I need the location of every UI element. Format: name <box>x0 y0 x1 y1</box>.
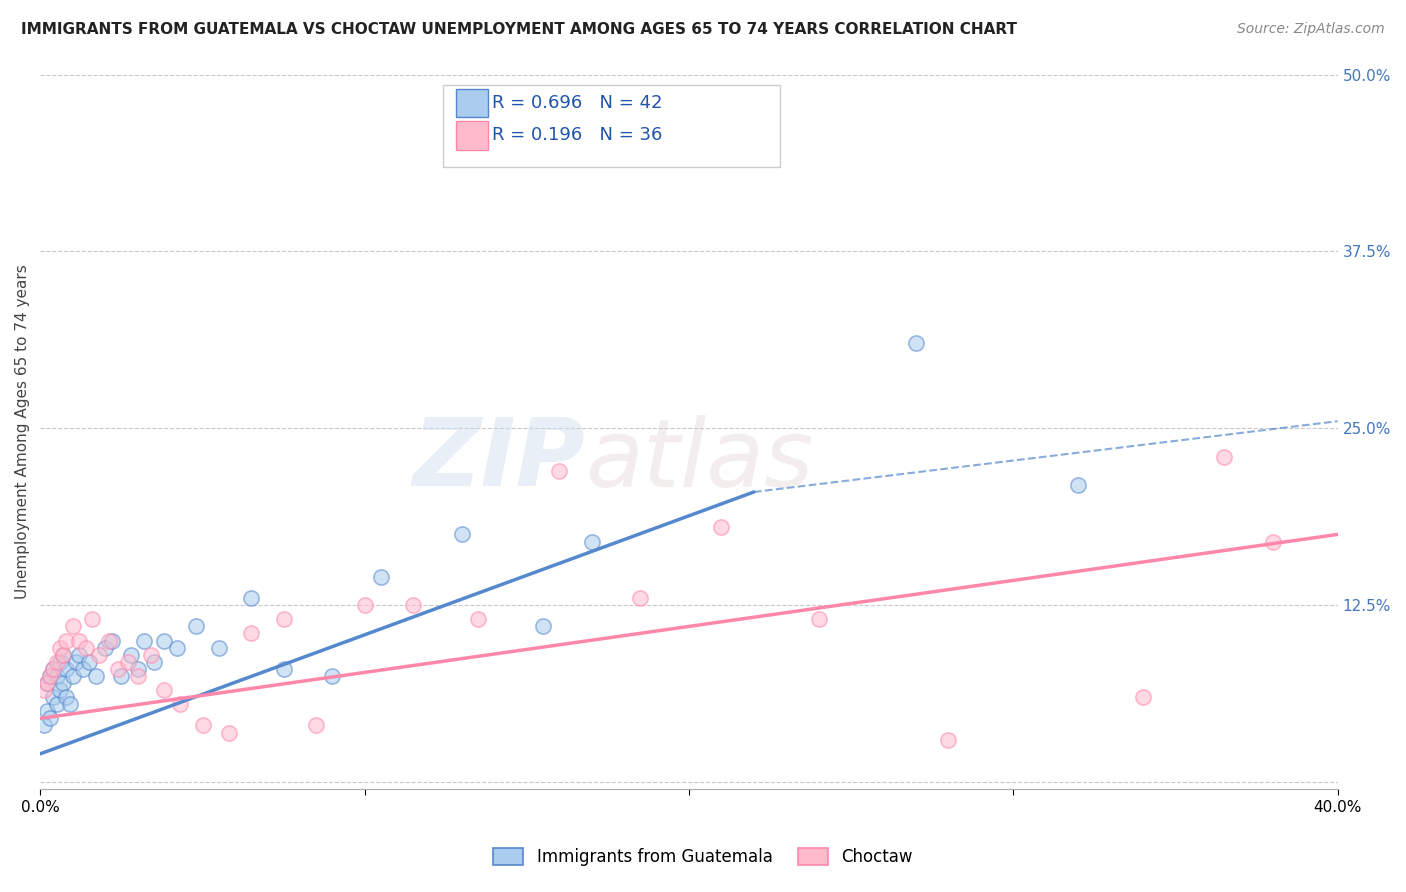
Legend: Immigrants from Guatemala, Choctaw: Immigrants from Guatemala, Choctaw <box>485 840 921 875</box>
Point <box>49 640 72 655</box>
Point <box>905 336 928 351</box>
Point <box>127 662 149 676</box>
Point <box>94 640 117 655</box>
Point <box>1213 450 1236 464</box>
Point <box>191 718 214 732</box>
Point <box>1067 478 1090 492</box>
Point <box>84 669 107 683</box>
Text: Source: ZipAtlas.com: Source: ZipAtlas.com <box>1237 22 1385 37</box>
Point <box>467 612 489 626</box>
Point <box>169 698 191 712</box>
Point <box>321 669 343 683</box>
Point <box>39 669 62 683</box>
Point <box>120 648 142 662</box>
Point <box>39 711 62 725</box>
Point <box>49 683 72 698</box>
Point <box>938 732 960 747</box>
Point <box>628 591 651 606</box>
Point <box>97 633 120 648</box>
Point <box>208 640 231 655</box>
Point <box>134 633 156 648</box>
Text: R = 0.696   N = 42: R = 0.696 N = 42 <box>492 94 662 112</box>
Point <box>402 598 425 612</box>
Point <box>52 676 75 690</box>
Text: IMMIGRANTS FROM GUATEMALA VS CHOCTAW UNEMPLOYMENT AMONG AGES 65 TO 74 YEARS CORR: IMMIGRANTS FROM GUATEMALA VS CHOCTAW UNE… <box>21 22 1017 37</box>
Point <box>52 648 75 662</box>
Point <box>117 655 139 669</box>
Point <box>32 718 55 732</box>
FancyBboxPatch shape <box>456 89 488 118</box>
Point <box>710 520 733 534</box>
Point <box>45 698 67 712</box>
Point <box>42 662 65 676</box>
Point <box>305 718 328 732</box>
Point <box>273 612 295 626</box>
Point <box>548 464 571 478</box>
Point <box>55 633 77 648</box>
Point <box>39 669 62 683</box>
FancyBboxPatch shape <box>456 121 488 150</box>
Point <box>42 690 65 705</box>
Point <box>240 591 263 606</box>
FancyBboxPatch shape <box>443 86 780 168</box>
Point <box>49 655 72 669</box>
Point <box>52 648 75 662</box>
Point <box>370 570 392 584</box>
Point <box>152 633 174 648</box>
Point <box>353 598 375 612</box>
Point <box>67 633 90 648</box>
Point <box>240 626 263 640</box>
Point <box>184 619 207 633</box>
Point <box>77 655 100 669</box>
Point <box>82 612 104 626</box>
Point <box>72 662 94 676</box>
Text: ZIP: ZIP <box>412 415 585 507</box>
Point <box>142 655 165 669</box>
Point <box>45 669 67 683</box>
Point <box>35 704 58 718</box>
Point <box>62 669 84 683</box>
Point <box>166 640 188 655</box>
Text: R = 0.196   N = 36: R = 0.196 N = 36 <box>492 127 662 145</box>
Point <box>273 662 295 676</box>
Point <box>42 662 65 676</box>
Point <box>581 534 603 549</box>
Point <box>55 690 77 705</box>
Point <box>65 655 87 669</box>
Point <box>35 676 58 690</box>
Point <box>127 669 149 683</box>
Point <box>32 683 55 698</box>
Point <box>67 648 90 662</box>
Point <box>59 698 82 712</box>
Point <box>139 648 162 662</box>
Point <box>218 725 240 739</box>
Point <box>110 669 132 683</box>
Point <box>35 676 58 690</box>
Point <box>100 633 122 648</box>
Y-axis label: Unemployment Among Ages 65 to 74 years: Unemployment Among Ages 65 to 74 years <box>15 264 30 599</box>
Point <box>75 640 97 655</box>
Point <box>152 683 174 698</box>
Point <box>531 619 554 633</box>
Point <box>1132 690 1154 705</box>
Point <box>55 662 77 676</box>
Point <box>45 655 67 669</box>
Point <box>451 527 474 541</box>
Point <box>62 619 84 633</box>
Text: atlas: atlas <box>585 415 814 506</box>
Point <box>807 612 830 626</box>
Point <box>1261 534 1284 549</box>
Point <box>87 648 110 662</box>
Point <box>107 662 129 676</box>
